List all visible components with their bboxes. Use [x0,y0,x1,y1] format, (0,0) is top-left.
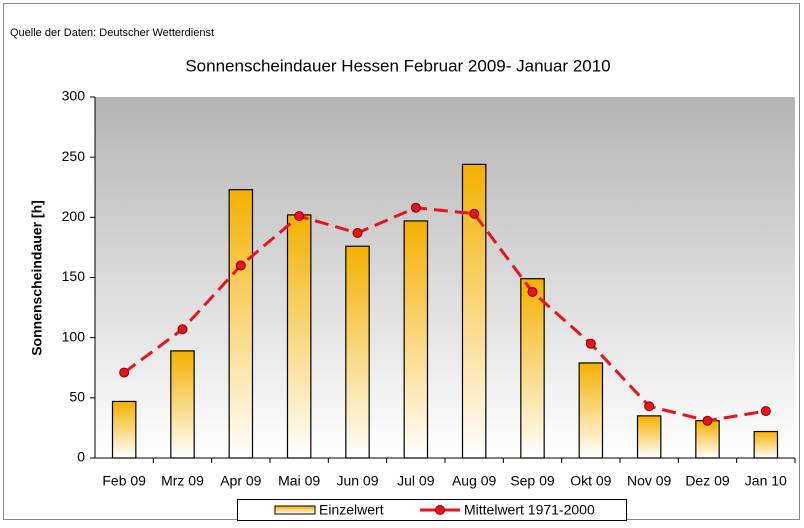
x-tick-label: Aug 09 [452,473,497,489]
x-tick-label: Mrz 09 [161,473,204,489]
x-tick-label: Jun 09 [336,473,378,489]
x-tick-label: Feb 09 [102,473,146,489]
y-tick-label: 100 [62,328,86,344]
line-point [702,415,713,426]
y-tick-label: 150 [62,268,86,284]
y-tick-label: 200 [62,208,86,224]
x-tick-label: Mai 09 [278,473,320,489]
line-point [410,202,421,213]
line-point [760,406,771,417]
source: Quelle der Daten: Deutscher Wetterdienst [10,27,214,39]
y-tick-label: 300 [62,88,86,104]
y-axis-label: Sonnenscheindauer [h] [29,200,45,356]
x-tick-label: Sep 09 [510,473,555,489]
bar [345,245,370,459]
legend-marker [435,505,445,515]
legend-swatch [274,505,316,515]
x-tick-label: Jul 09 [397,473,435,489]
chart-title: Sonnenscheindauer Hessen Februar 2009- J… [185,56,610,75]
bar [520,278,545,459]
y-tick-label: 0 [77,449,85,465]
y-tick-label: 250 [62,148,86,164]
bar [461,163,487,459]
line-point [527,286,538,297]
x-tick-label: Nov 09 [627,473,672,489]
plot-area [95,97,795,458]
x-tick-label: Jan 10 [745,473,787,489]
line-point [469,208,480,219]
bar [403,220,429,459]
x-tick-label: Apr 09 [220,473,261,489]
bar [636,415,662,459]
x-tick-label: Dez 09 [685,473,730,489]
bar [170,350,195,459]
line-point [177,324,188,335]
bar [111,400,137,459]
bar [228,189,254,459]
line-point [644,401,655,412]
line-point [585,338,596,349]
bar [753,430,779,459]
x-tick-label: Okt 09 [570,473,611,489]
bar [578,362,604,459]
legend-label: Einzelwert [319,502,384,518]
line-point [119,367,130,378]
line-point [352,227,363,238]
line-point [235,260,246,271]
legend-label: Mittelwert 1971-2000 [464,502,595,518]
y-tick-label: 50 [69,389,85,405]
bar [286,214,312,459]
line [123,206,767,423]
bar [695,420,720,459]
line-point [294,211,305,222]
